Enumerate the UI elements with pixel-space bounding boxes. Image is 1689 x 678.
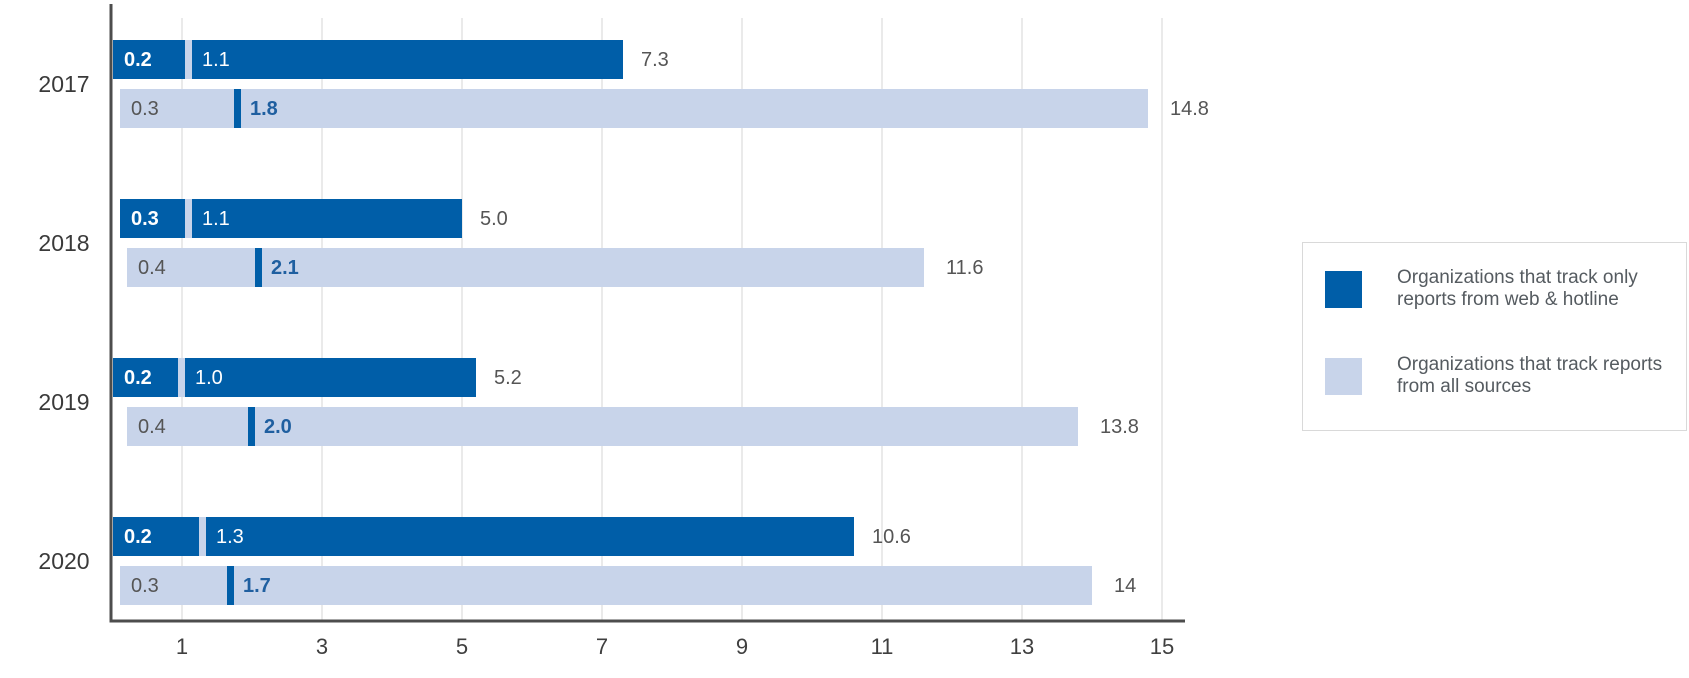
label-high-all-sources-2019: 13.8 [1100, 416, 1139, 438]
label-median-all-sources-2017: 1.8 [250, 98, 278, 120]
bar-all-sources-2019 [127, 407, 1078, 446]
bar-web-hotline-2018 [120, 199, 462, 238]
median-marker-all-sources-2019 [248, 407, 255, 446]
median-marker-web-hotline-2018 [185, 199, 192, 238]
label-median-web-hotline-2018: 1.1 [202, 208, 230, 230]
legend-swatch-all-sources [1325, 357, 1362, 395]
median-marker-all-sources-2020 [227, 566, 234, 605]
x-tick-label-9: 9 [736, 634, 748, 659]
median-marker-all-sources-2017 [234, 89, 241, 128]
label-low-all-sources-2019: 0.4 [138, 416, 166, 438]
legend-label-web-hotline: Organizations that track only reports fr… [1397, 267, 1638, 310]
label-median-web-hotline-2017: 1.1 [202, 49, 230, 71]
bar-web-hotline-2017 [113, 40, 623, 79]
x-tick-label-3: 3 [316, 634, 328, 659]
label-high-all-sources-2020: 14 [1114, 575, 1136, 597]
bar-web-hotline-2020 [113, 517, 854, 556]
label-low-all-sources-2020: 0.3 [131, 575, 159, 597]
x-tick-label-5: 5 [456, 634, 468, 659]
label-median-all-sources-2020: 1.7 [243, 575, 271, 597]
median-marker-web-hotline-2017 [185, 40, 192, 79]
x-tick-label-13: 13 [1010, 634, 1034, 659]
label-low-web-hotline-2019: 0.2 [124, 367, 152, 389]
median-marker-all-sources-2018 [255, 248, 262, 287]
label-median-all-sources-2018: 2.1 [271, 257, 299, 279]
bar-all-sources-2017 [120, 89, 1148, 128]
label-median-web-hotline-2019: 1.0 [195, 367, 223, 389]
label-low-web-hotline-2018: 0.3 [131, 208, 159, 230]
bar-all-sources-2018 [127, 248, 924, 287]
x-tick-label-7: 7 [596, 634, 608, 659]
label-median-web-hotline-2020: 1.3 [216, 526, 244, 548]
legend-item-web-hotline: Organizations that track only reports fr… [1325, 267, 1667, 311]
label-high-all-sources-2017: 14.8 [1170, 98, 1209, 120]
bar-all-sources-2020 [120, 566, 1092, 605]
bar-web-hotline-2019 [113, 358, 476, 397]
label-high-all-sources-2018: 11.6 [946, 257, 983, 279]
label-high-web-hotline-2020: 10.6 [872, 526, 911, 548]
label-low-all-sources-2017: 0.3 [131, 98, 159, 120]
label-high-web-hotline-2019: 5.2 [494, 367, 522, 389]
y-category-label-2017: 2017 [38, 71, 89, 97]
y-category-label-2018: 2018 [38, 230, 89, 256]
median-marker-web-hotline-2019 [178, 358, 185, 397]
legend: Organizations that track only reports fr… [1302, 242, 1687, 431]
x-tick-label-11: 11 [871, 634, 894, 659]
legend-swatch-web-hotline [1325, 270, 1362, 308]
legend-item-all-sources: Organizations that track reports from al… [1325, 354, 1667, 398]
label-low-all-sources-2018: 0.4 [138, 257, 166, 279]
label-high-web-hotline-2018: 5.0 [480, 208, 508, 230]
y-category-label-2020: 2020 [38, 548, 89, 574]
x-tick-label-1: 1 [176, 634, 188, 659]
median-marker-web-hotline-2020 [199, 517, 206, 556]
label-median-all-sources-2019: 2.0 [264, 416, 292, 438]
y-category-label-2019: 2019 [38, 389, 89, 415]
label-low-web-hotline-2017: 0.2 [124, 49, 152, 71]
label-low-web-hotline-2020: 0.2 [124, 526, 152, 548]
x-tick-label-15: 15 [1150, 634, 1174, 659]
label-high-web-hotline-2017: 7.3 [641, 49, 669, 71]
bars: 0.2 1.1 7.3 0.3 1.8 14.8 0.3 1.1 5.0 0.4 2.1 11.6 0.… [113, 40, 1209, 605]
legend-label-all-sources: Organizations that track reports from al… [1397, 354, 1663, 397]
